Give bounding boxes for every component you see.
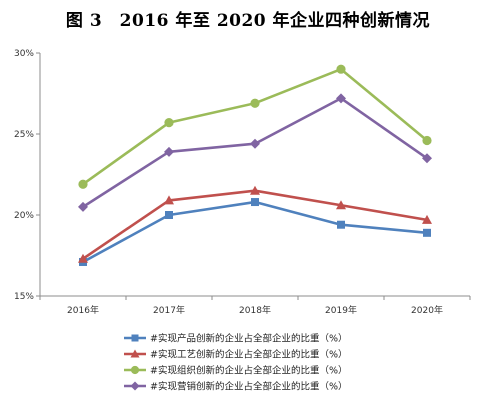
legend-marker-4 (130, 381, 140, 391)
data-point-4 (336, 93, 346, 104)
x-tick-label: 2017年 (153, 304, 185, 316)
legend-label-3: #实现组织创新的企业占全部企业的比重（%） (150, 365, 348, 377)
data-point-2 (164, 195, 174, 205)
data-point-4 (250, 138, 260, 149)
x-tick-label: 2016年 (67, 304, 99, 316)
data-point-1 (423, 228, 431, 237)
data-point-1 (165, 211, 173, 219)
legend-marker-1 (131, 334, 139, 342)
legend-label-4: #实现营销创新的企业占全部企业的比重（%） (150, 381, 348, 393)
x-tick-label: 2020年 (411, 304, 443, 316)
y-tick-label: 30% (14, 49, 34, 59)
x-tick-label: 2018年 (239, 304, 271, 316)
data-point-3 (422, 135, 432, 146)
y-tick-label: 20% (14, 211, 34, 221)
y-tick-label: 25% (14, 130, 34, 140)
data-point-2 (422, 214, 432, 224)
series-line-3 (82, 67, 428, 186)
x-tick-label: 2019年 (325, 304, 357, 316)
data-point-3 (336, 64, 346, 74)
legend-marker-3 (130, 365, 140, 375)
data-point-4 (422, 153, 432, 164)
legend-label-2: #实现工艺创新的企业占全部企业的比重（%） (150, 349, 348, 361)
data-point-2 (78, 253, 88, 263)
data-point-1 (337, 220, 345, 229)
data-point-4 (78, 201, 88, 212)
data-point-4 (164, 146, 174, 157)
data-point-3 (164, 118, 174, 128)
data-point-2 (250, 185, 260, 195)
data-point-2 (336, 200, 346, 210)
data-point-3 (78, 179, 88, 189)
data-point-1 (251, 198, 259, 207)
data-point-3 (250, 98, 260, 108)
chart-title: 图 3 2016 年至 2020 年企业四种创新情况 (65, 11, 431, 31)
legend-marker-2 (130, 349, 140, 358)
legend-label-1: #实现产品创新的企业占全部企业的比重（%） (150, 333, 348, 345)
y-tick-label: 15% (14, 292, 34, 302)
